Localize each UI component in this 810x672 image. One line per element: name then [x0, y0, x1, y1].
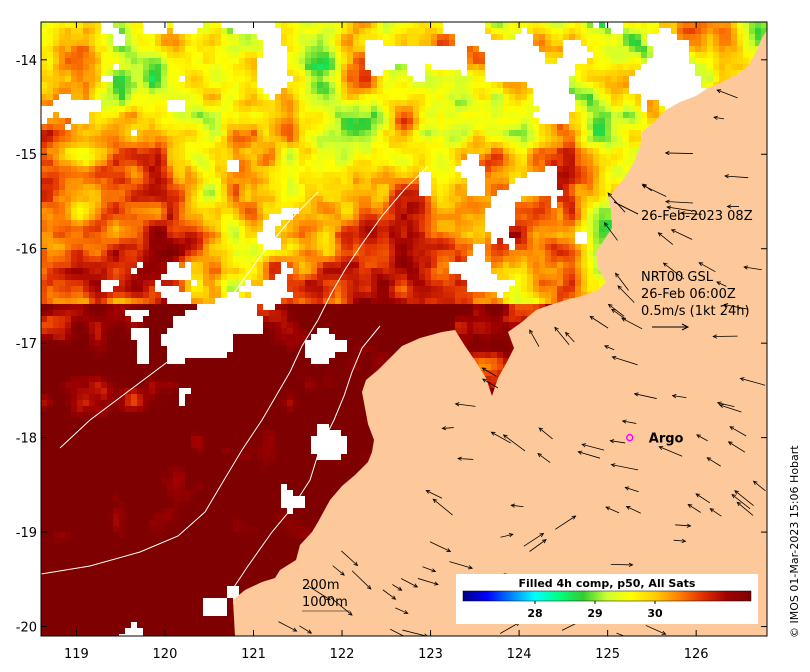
x-tick-label: 126: [684, 647, 709, 662]
contour-1000m: [41, 165, 429, 575]
current-info-line1: NRT00 GSL: [641, 270, 714, 285]
colorbar-tick-label: 28: [527, 607, 542, 620]
current-info-line3: 0.5m/s (1kt 24h): [641, 304, 750, 319]
contour-200m: [231, 325, 381, 591]
timestamp-pointer: [613, 201, 639, 215]
y-tick-label: -15: [16, 148, 37, 163]
y-tick-label: -16: [16, 243, 37, 258]
argo-marker: [626, 433, 634, 442]
x-axis: 119 120 121 122 123 124 125 126: [64, 22, 709, 662]
y-tick-label: -19: [16, 526, 37, 541]
colorbar-ramp: [462, 590, 752, 602]
colorbar: Filled 4h comp, p50, All Sats 28 29 30: [456, 574, 758, 624]
x-tick-label: 123: [418, 647, 443, 662]
y-tick-label: -17: [16, 337, 37, 352]
plot-frame: [40, 21, 768, 637]
colorbar-ticks: 28 29 30: [527, 601, 663, 620]
timestamp-label: 26-Feb-2023 08Z: [641, 209, 753, 224]
y-tick-label: -14: [16, 54, 37, 69]
x-tick-label: 120: [153, 647, 178, 662]
land-mass: [233, 22, 767, 636]
contour-offshore: [59, 191, 319, 449]
contour-label-200m: 200m: [302, 578, 339, 593]
scale-arrow: [652, 323, 690, 331]
x-tick-label: 119: [64, 647, 89, 662]
colorbar-tick-label: 29: [587, 607, 602, 620]
x-tick-label: 122: [330, 647, 355, 662]
credit-text: © IMOS 01-Mar-2023 15:06 Hobart: [788, 445, 801, 638]
y-tick-label: -18: [16, 432, 37, 447]
current-vectors: [278, 89, 766, 636]
current-info-line2: 26-Feb 06:00Z: [641, 287, 736, 302]
argo-label: Argo: [649, 432, 684, 447]
y-tick-label: -20: [16, 621, 37, 636]
x-tick-label: 125: [595, 647, 620, 662]
y-axis: -14 -15 -16 -17 -18 -19 -20: [16, 54, 767, 636]
contour-label-1000m: 1000m: [302, 595, 348, 610]
colorbar-title: Filled 4h comp, p50, All Sats: [519, 577, 696, 590]
colorbar-tick-label: 30: [647, 607, 663, 620]
x-tick-label: 121: [241, 647, 266, 662]
x-tick-label: 124: [507, 647, 532, 662]
